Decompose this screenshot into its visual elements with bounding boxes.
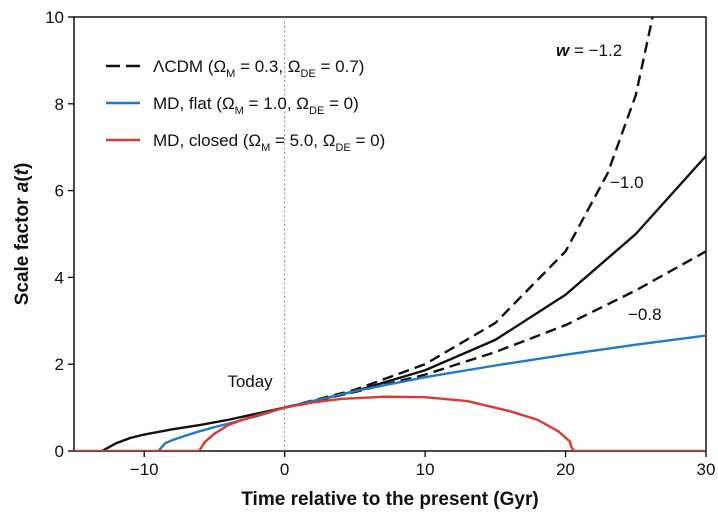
legend-label-1: ΛCDM (ΩM = 0.3, ΩDE = 0.7) <box>153 57 364 80</box>
y-tick-label: 10 <box>45 8 64 27</box>
y-tick-label: 4 <box>55 268 64 287</box>
legend-text: = 0.3, Ω <box>235 57 300 76</box>
legend-text: = 5.0, Ω <box>270 131 335 150</box>
legend-subscript: M <box>226 68 235 80</box>
y-tick-label: 8 <box>55 95 64 114</box>
y-axis-label-paren: ( <box>12 175 33 182</box>
legend-label-3: MD, closed (ΩM = 5.0, ΩDE = 0) <box>153 131 385 154</box>
x-axis-label: Time relative to the present (Gyr) <box>241 489 538 510</box>
legend-text: CDM (Ω <box>164 57 226 76</box>
w-minus-0-8-label: −0.8 <box>628 305 662 324</box>
legend-lambda: Λ <box>153 57 165 76</box>
y-tick-label: 6 <box>55 182 64 201</box>
legend-label-2: MD, flat (ΩM = 1.0, ΩDE = 0) <box>153 94 359 117</box>
series-line-1 <box>101 155 706 451</box>
legend-text: = 0.7) <box>316 57 365 76</box>
legend-subscript: DE <box>309 105 324 117</box>
series-line-5 <box>74 395 706 451</box>
legend-text: = 0) <box>351 131 386 150</box>
x-tick-label: 10 <box>416 460 435 479</box>
y-axis-label-text: Scale factor <box>12 192 33 305</box>
x-tick-label: 0 <box>280 460 289 479</box>
w-minus-1-0-label: −1.0 <box>610 173 644 192</box>
legend-text: = 1.0, Ω <box>244 94 309 113</box>
x-tick-label: 20 <box>556 460 575 479</box>
legend-subscript: DE <box>301 68 316 80</box>
x-tick-label: −10 <box>130 460 159 479</box>
y-axis-label-paren: ) <box>12 163 33 169</box>
w-variable: w <box>556 41 571 60</box>
w-value: = −1.2 <box>569 41 622 60</box>
y-axis-label-t: t <box>12 168 33 175</box>
y-axis-label-variable: a <box>12 181 33 192</box>
y-tick-label: 2 <box>55 355 64 374</box>
legend-subscript: M <box>235 105 244 117</box>
legend-subscript: M <box>261 142 270 154</box>
today-label: Today <box>227 372 273 391</box>
w-minus-1-2-label: w = −1.2 <box>556 41 622 60</box>
legend-subscript: DE <box>335 142 350 154</box>
x-tick-label: 30 <box>697 460 716 479</box>
y-tick-label: 0 <box>55 442 64 461</box>
legend-text: MD, flat (Ω <box>153 94 235 113</box>
y-axis-label: Scale factor a(t) <box>12 163 33 306</box>
legend-text: = 0) <box>324 94 359 113</box>
legend-text: MD, closed (Ω <box>153 131 261 150</box>
series-line-4 <box>157 334 706 451</box>
series-line-2 <box>284 17 654 409</box>
series-line-3 <box>284 250 706 409</box>
plot-frame <box>73 16 707 452</box>
